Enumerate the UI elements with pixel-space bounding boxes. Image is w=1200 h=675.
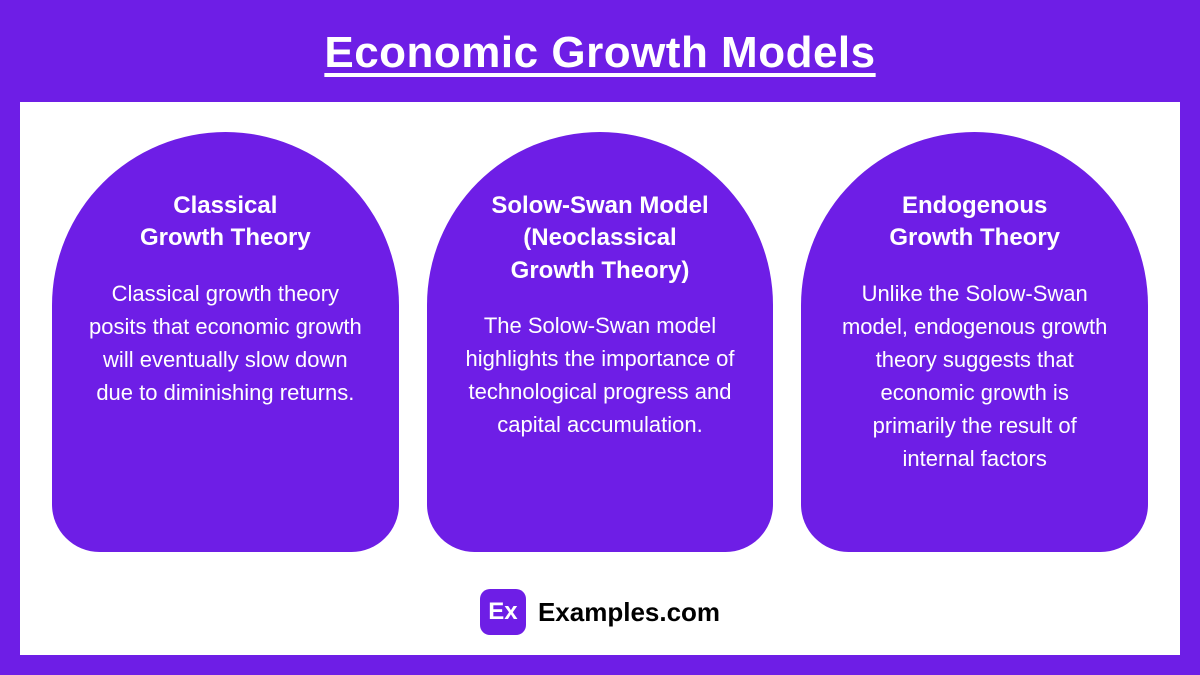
card-title: Endogenous Growth Theory <box>889 190 1060 255</box>
content-area: Classical Growth Theory Classical growth… <box>20 102 1180 655</box>
header: Economic Growth Models <box>0 0 1200 102</box>
card-solow-swan: Solow-Swan Model (Neoclassical Growth Th… <box>427 132 774 552</box>
card-classical: Classical Growth Theory Classical growth… <box>52 132 399 552</box>
brand-label: Examples.com <box>538 597 720 628</box>
logo-icon: Ex <box>480 589 526 635</box>
card-title: Solow-Swan Model (Neoclassical Growth Th… <box>491 190 708 287</box>
card-body: The Solow-Swan model highlights the impo… <box>463 309 738 441</box>
logo-text: Ex <box>488 598 517 626</box>
page-title: Economic Growth Models <box>0 28 1200 78</box>
card-endogenous: Endogenous Growth Theory Unlike the Solo… <box>801 132 1148 552</box>
card-title: Classical Growth Theory <box>140 190 311 255</box>
cards-row: Classical Growth Theory Classical growth… <box>52 132 1148 567</box>
infographic-frame: Economic Growth Models Classical Growth … <box>0 0 1200 675</box>
footer: Ex Examples.com <box>52 567 1148 635</box>
card-body: Classical growth theory posits that econ… <box>88 277 363 409</box>
card-body: Unlike the Solow-Swan model, endogenous … <box>837 277 1112 475</box>
